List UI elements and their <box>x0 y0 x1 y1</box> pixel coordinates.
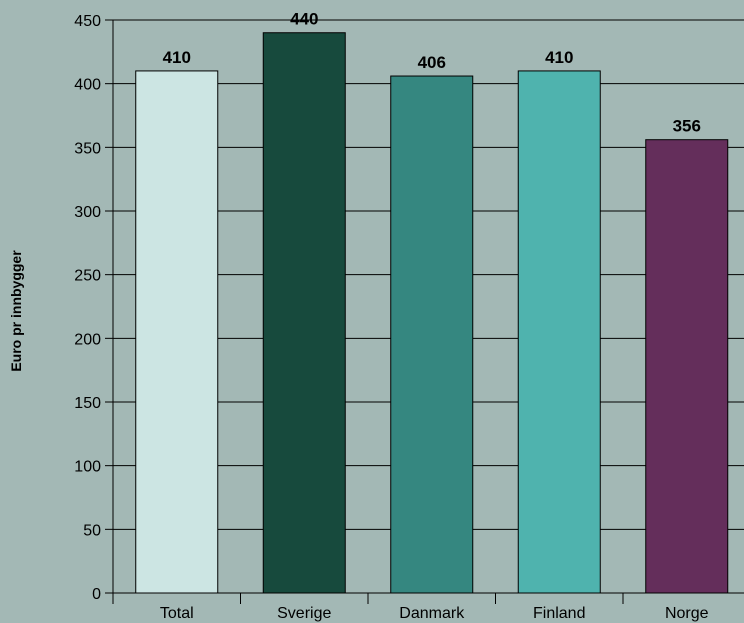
bar-norge <box>645 139 729 594</box>
y-tick-label: 250 <box>74 268 101 285</box>
axes <box>105 19 744 604</box>
y-tick-label: 350 <box>74 140 101 157</box>
x-tick-label: Danmark <box>399 605 465 622</box>
data-label: 406 <box>418 53 446 72</box>
bar-sverige <box>262 32 346 594</box>
data-label: 410 <box>545 48 573 67</box>
y-tick-label: 0 <box>92 586 101 603</box>
y-tick-label: 300 <box>74 204 101 221</box>
bars <box>135 32 729 594</box>
y-tick-label: 100 <box>74 459 101 476</box>
y-tick-label: 200 <box>74 331 101 348</box>
bar-total <box>135 70 219 594</box>
y-tick-label: 50 <box>83 522 101 539</box>
bar-danmark <box>390 75 474 594</box>
data-label: 440 <box>290 10 318 29</box>
data-label: 410 <box>163 48 191 67</box>
y-axis-label: Euro pr innbygger <box>8 250 24 372</box>
bar-finland <box>517 70 601 594</box>
y-tick-label: 450 <box>74 13 101 30</box>
x-tick-label: Norge <box>665 605 709 622</box>
data-label: 356 <box>673 117 701 136</box>
labels: 0 50 100 150 200 250 300 350 400 450 410 Total 440 Sv… <box>74 10 708 622</box>
x-tick-label: Sverige <box>277 605 331 622</box>
y-tick-label: 400 <box>74 77 101 94</box>
x-tick-label: Total <box>160 605 194 622</box>
y-tick-label: 150 <box>74 395 101 412</box>
x-tick-label: Finland <box>533 605 585 622</box>
